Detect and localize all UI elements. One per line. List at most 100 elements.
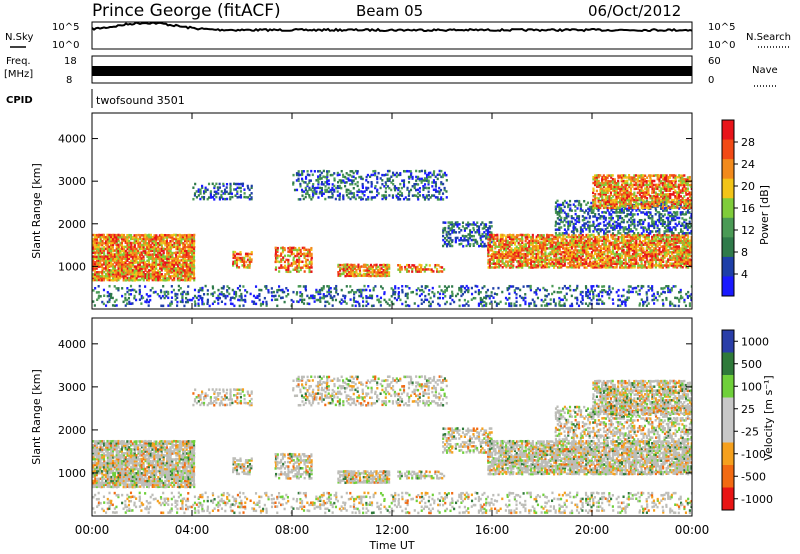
power-cell: [608, 260, 611, 263]
power-cell: [642, 239, 645, 243]
power-cell: [183, 245, 186, 249]
power-cell: [468, 223, 471, 226]
power-cell: [508, 266, 511, 269]
power-cell: [133, 257, 136, 261]
power-cell: [651, 243, 654, 246]
power-cell: [629, 248, 633, 252]
power-cell: [635, 187, 638, 190]
power-cell: [537, 244, 540, 248]
power-cell: [624, 232, 627, 235]
power-cell: [122, 263, 125, 266]
power-cell: [615, 226, 618, 230]
power-cell: [578, 249, 581, 252]
power-cell: [180, 234, 183, 237]
power-cell: [176, 278, 179, 282]
power-cell: [494, 245, 497, 248]
power-cell: [613, 226, 616, 229]
power-cell: [603, 233, 606, 237]
power-cell: [586, 247, 590, 250]
power-cell: [171, 261, 174, 264]
power-cell: [660, 213, 663, 216]
power-cell: [96, 271, 99, 274]
power-cell: [597, 183, 600, 187]
power-cell: [567, 248, 570, 252]
power-cell: [663, 247, 667, 250]
power-cell: [220, 190, 223, 193]
power-cell: [686, 245, 689, 248]
power-cell: [560, 265, 563, 269]
power-cell: [171, 265, 174, 268]
power-cell: [554, 224, 557, 228]
power-cell: [537, 247, 540, 250]
power-cell: [324, 175, 327, 179]
power-cell: [487, 266, 490, 269]
power-cell: [613, 178, 616, 181]
power-cell: [149, 245, 152, 249]
power-cell: [481, 240, 484, 244]
power-cell: [572, 260, 575, 263]
power-cell: [380, 272, 383, 276]
power-cell: [624, 189, 627, 193]
power-cell: [139, 257, 142, 261]
power-cell: [681, 258, 684, 261]
power-cell: [615, 224, 618, 227]
power-cell: [499, 241, 502, 244]
power-cell: [326, 173, 329, 177]
power-cell: [612, 210, 615, 214]
power-cell: [613, 211, 616, 214]
power-cell: [444, 226, 447, 230]
power-cell: [411, 194, 414, 197]
power-cell: [554, 201, 558, 204]
power-cell: [176, 255, 180, 258]
power-cell: [151, 269, 154, 272]
power-cell: [469, 230, 472, 234]
power-cell: [679, 258, 683, 261]
power-cell: [679, 235, 682, 239]
power-cell: [565, 245, 568, 248]
power-cell: [166, 242, 169, 245]
power-cell: [359, 272, 362, 276]
power-cell: [669, 220, 672, 224]
power-cell: [397, 196, 400, 199]
power-cell: [135, 261, 138, 264]
power-cell: [653, 224, 656, 227]
power-cell: [308, 268, 311, 271]
power-cell: [667, 245, 670, 248]
power-cell: [415, 188, 418, 192]
power-cell: [674, 243, 677, 246]
power-cell: [512, 248, 515, 252]
power-cell: [334, 197, 337, 201]
power-cell: [572, 243, 575, 246]
power-cell: [158, 265, 162, 268]
power-cell: [583, 199, 586, 203]
power-cell: [690, 258, 692, 262]
power-cell: [642, 228, 645, 231]
power-cell: [155, 259, 158, 262]
power-cell: [498, 264, 501, 267]
power-cell: [606, 187, 609, 191]
power-cell: [575, 228, 579, 231]
power-cell: [492, 258, 495, 262]
power-cell: [562, 258, 565, 262]
power-cell: [92, 255, 95, 258]
power-cell: [167, 247, 170, 251]
power-cell: [376, 190, 379, 193]
power-cell: [130, 270, 133, 274]
power-cell: [642, 266, 645, 269]
power-cell: [606, 239, 609, 243]
power-cell: [207, 182, 211, 186]
power-cell: [126, 253, 129, 257]
power-cell: [180, 265, 183, 268]
power-cell: [164, 236, 167, 239]
power-cell: [613, 180, 617, 183]
power-cell: [665, 262, 668, 265]
power-cell: [604, 194, 607, 198]
power-cell: [626, 181, 629, 185]
power-cell: [176, 237, 179, 241]
power-cell: [359, 265, 362, 269]
power-cell: [122, 270, 125, 274]
power-cell: [384, 265, 387, 268]
power-cell: [508, 245, 511, 248]
power-cell: [426, 177, 429, 180]
power-cell: [336, 184, 339, 188]
